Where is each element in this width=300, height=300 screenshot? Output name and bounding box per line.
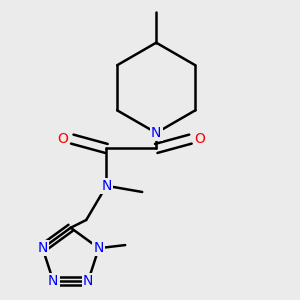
Text: N: N — [94, 241, 104, 255]
Text: N: N — [151, 126, 161, 140]
Text: O: O — [58, 132, 68, 146]
Text: N: N — [38, 241, 48, 255]
Text: N: N — [48, 274, 58, 288]
Text: N: N — [101, 179, 112, 193]
Text: N: N — [83, 274, 93, 288]
Text: O: O — [194, 132, 205, 146]
